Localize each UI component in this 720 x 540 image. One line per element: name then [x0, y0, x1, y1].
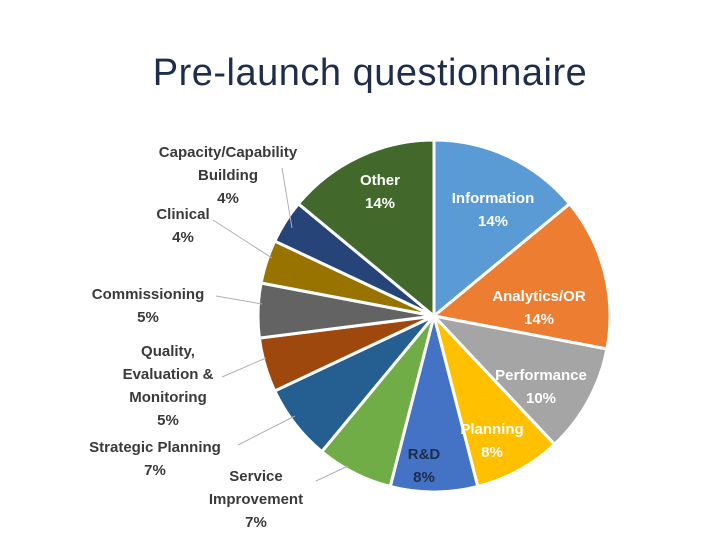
leader-line	[237, 415, 296, 446]
slice-label: R&D 8%	[408, 446, 441, 486]
chart-title: Pre-launch questionnaire	[152, 52, 588, 94]
leader-line	[212, 219, 273, 259]
slice-label: Performance 10%	[495, 367, 587, 407]
slice-label: Clinical 4%	[156, 206, 209, 246]
pie-slice	[388, 315, 480, 494]
pie-slice	[430, 201, 612, 351]
slice-labels: Information 14% Analytics/OR 14% Performance…	[89, 144, 587, 531]
pie-slice	[429, 313, 609, 447]
slice-label: Information 14%	[452, 190, 535, 230]
slice-label: Capacity/Capability Building 4%	[159, 144, 298, 207]
pie-slice	[432, 138, 572, 320]
leader-line	[315, 465, 349, 482]
pie-slice	[296, 138, 436, 320]
slice-label: Quality, Evaluation & Monitoring 5%	[123, 343, 214, 429]
slice-label: Strategic Planning 7%	[89, 439, 221, 479]
slice-label: Analytics/OR 14%	[492, 288, 586, 328]
pie-slices	[256, 138, 612, 494]
leader-line	[281, 167, 293, 229]
leader-line	[215, 295, 263, 305]
slice-label: Other 14%	[360, 172, 400, 212]
pie-slice	[432, 314, 557, 489]
slice-label: Commissioning 5%	[92, 286, 205, 326]
slice-label: Planning 8%	[460, 421, 523, 461]
slice-label: Service Improvement 7%	[209, 468, 303, 531]
leader-line	[221, 357, 267, 378]
leader-lines	[212, 167, 349, 482]
